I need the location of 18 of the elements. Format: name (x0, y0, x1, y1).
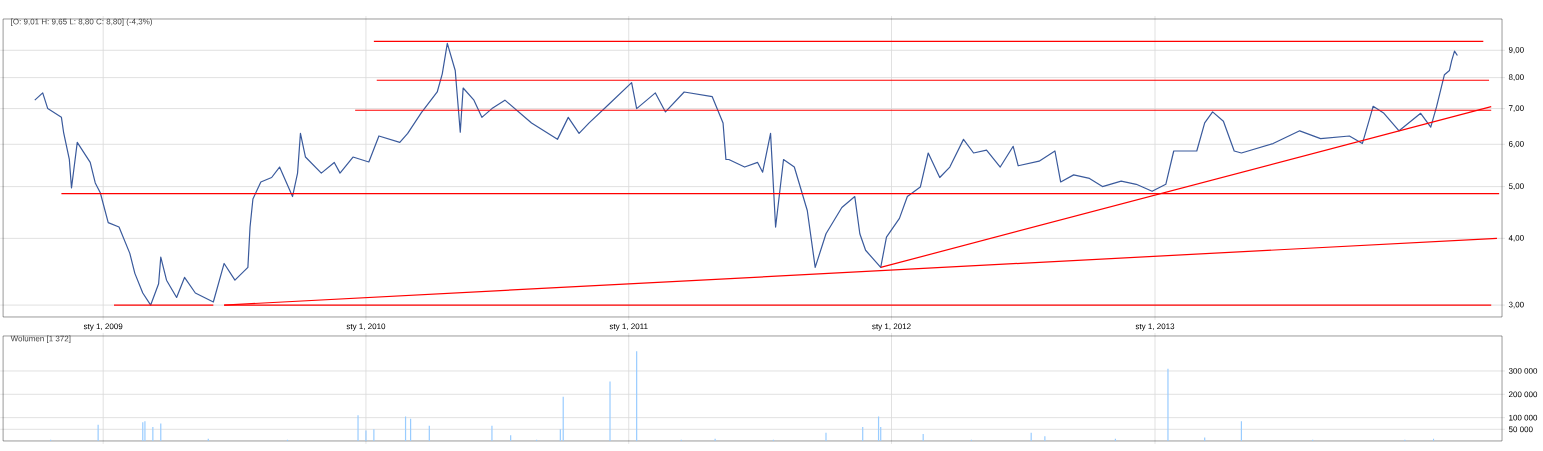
y-tick-label: 200 000 (1508, 391, 1538, 398)
y-tick-label: 300 000 (1508, 368, 1538, 374)
y-tick-label: 9,00 (1508, 47, 1524, 54)
y-tick-label: 8,00 (1508, 74, 1524, 81)
y-tick-label: 3,00 (1508, 301, 1524, 309)
y-tick-label: 7,00 (1508, 105, 1524, 112)
y-tick-label: 5,00 (1508, 183, 1524, 190)
chart-title: Wolumen [1 372] (10, 335, 71, 344)
chart-title: [O: 9,01 H: 9,65 L: 8,80 C: 8,80] (-4,3%) (11, 18, 152, 27)
x-tick-label: sty 1, 2010 (346, 323, 386, 331)
x-tick-label: sty 1, 2011 (609, 323, 648, 331)
x-tick-label: sty 1, 2013 (1135, 323, 1175, 331)
y-tick-label: 100 000 (1509, 414, 1538, 421)
y-tick-label: 6,00 (1508, 141, 1524, 148)
y-tick-label: 50 000 (1508, 426, 1533, 433)
y-tick-label: 4,00 (1508, 235, 1524, 242)
x-tick-label: sty 1, 2012 (872, 323, 911, 331)
x-tick-label: sty 1, 2009 (83, 323, 123, 331)
